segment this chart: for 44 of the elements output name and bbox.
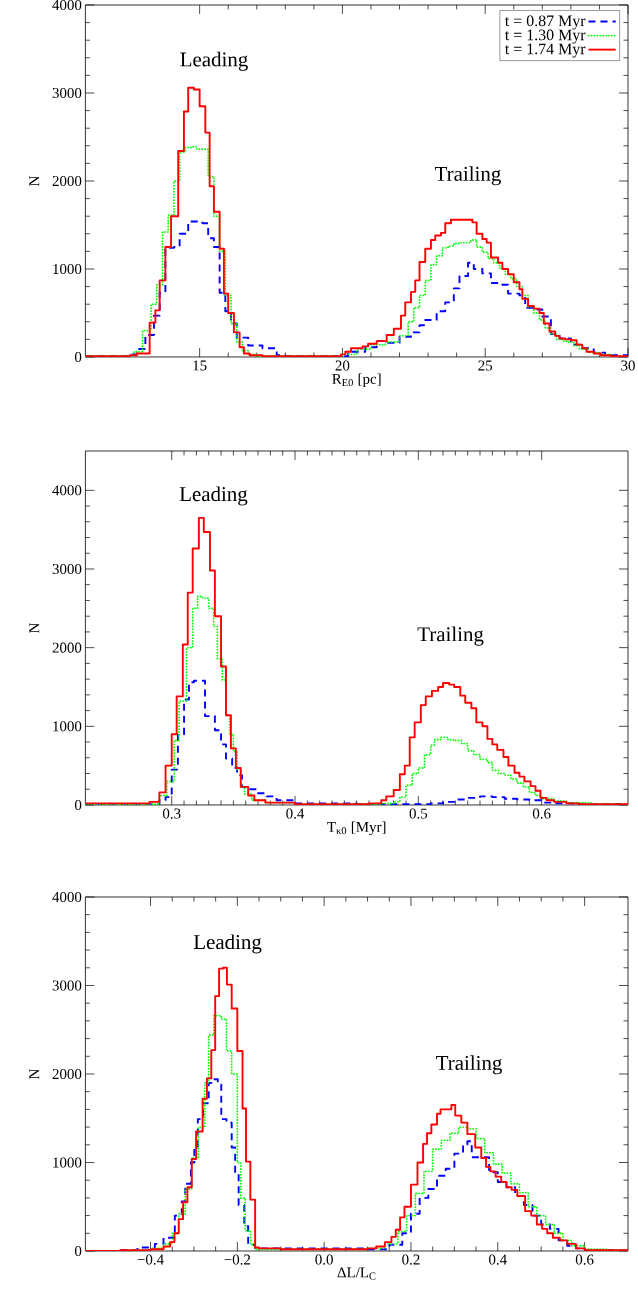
legend-label: t = 0.87 Myr	[504, 15, 586, 30]
y-axis-title: N	[29, 622, 40, 633]
y-tick-label: 2000	[52, 1068, 82, 1080]
annotation: Leading	[179, 486, 248, 506]
legend-label: t = 1.74 Myr	[504, 43, 586, 58]
y-tick-label: 0	[74, 351, 82, 363]
x-tick-label: 0.6	[532, 808, 551, 819]
annotation: Leading	[193, 934, 262, 954]
x-tick-label: 0.2	[402, 1254, 420, 1265]
annotation: Leading	[180, 51, 248, 71]
y-tick-label: 3000	[52, 563, 82, 575]
x-tick-label: 0.3	[162, 808, 181, 819]
y-tick-label: 0	[74, 799, 82, 811]
x-tick-label: 0.4	[489, 1254, 507, 1265]
x-tick-label: −0.2	[224, 1254, 251, 1265]
x-tick-label: 0.6	[575, 1254, 594, 1265]
x-tick-label: 25	[478, 360, 493, 371]
y-tick-label: 1000	[53, 721, 82, 732]
legend-label: t = 1.30 Myr	[504, 29, 586, 44]
x-tick-label: 0.4	[286, 808, 305, 819]
y-tick-label: 1000	[53, 1157, 82, 1168]
annotation: Trailing	[436, 1055, 502, 1075]
y-axis-title: N	[29, 1068, 40, 1079]
y-tick-label: 3000	[52, 87, 82, 99]
x-tick-label: 15	[193, 360, 207, 371]
y-tick-label: 4000	[52, 0, 82, 11]
y-tick-label: 4000	[52, 485, 82, 496]
x-tick-label: 0.0	[315, 1254, 333, 1265]
x-axis-title: T$_{κ0}$ [Myr]	[327, 821, 386, 836]
x-tick-label: 20	[335, 360, 350, 371]
annotation: Trailing	[417, 626, 484, 646]
y-tick-label: 0	[74, 1245, 82, 1257]
y-axis-title: N	[29, 175, 40, 186]
x-tick-label: 0.5	[409, 808, 428, 819]
y-tick-label: 2000	[52, 175, 82, 187]
y-tick-label: 4000	[52, 891, 82, 903]
y-tick-label: 2000	[52, 642, 82, 653]
y-tick-label: 3000	[52, 980, 82, 991]
x-axis-title: R$_{E0}$ [pc]	[332, 373, 381, 387]
x-tick-label: −0.4	[137, 1254, 164, 1265]
x-tick-label: 30	[621, 360, 635, 371]
x-axis-title: ΔL/L$_{C}$	[337, 1267, 376, 1280]
y-tick-label: 1000	[53, 263, 82, 275]
annotation: Trailing	[434, 166, 501, 186]
